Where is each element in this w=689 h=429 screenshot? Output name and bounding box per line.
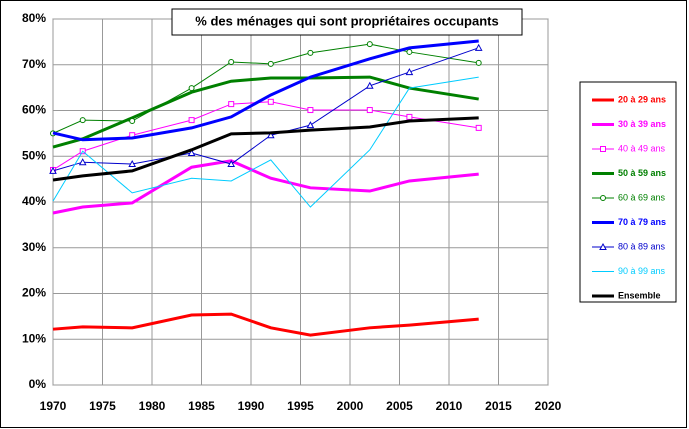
y-tick-label: 50% xyxy=(22,148,46,162)
x-tick-label: 2000 xyxy=(337,399,364,413)
marker xyxy=(79,117,86,124)
series-line xyxy=(52,312,479,337)
y-tick-label: 20% xyxy=(22,286,46,300)
legend-label: 40 à 49 ans xyxy=(618,143,666,153)
legend-label: 20 à 29 ans xyxy=(618,94,666,104)
series-line xyxy=(52,47,479,172)
legend-label: Ensemble xyxy=(618,290,661,300)
legend-label: 60 à 69 ans xyxy=(618,192,666,202)
legend-items: 20 à 29 ans 30 à 39 ans 40 à 49 ans 50 à 59… xyxy=(592,94,666,300)
legend-marker xyxy=(600,195,606,201)
marker xyxy=(475,124,482,131)
legend-label: 70 à 79 ans xyxy=(618,217,666,227)
marker xyxy=(128,159,137,168)
marker xyxy=(405,68,414,76)
marker xyxy=(366,41,373,48)
x-tick-label: 2005 xyxy=(386,399,413,413)
series-line xyxy=(52,101,479,171)
marker xyxy=(227,159,236,168)
marker xyxy=(406,48,413,55)
title-box xyxy=(171,8,523,36)
y-tick-label: 30% xyxy=(22,240,46,254)
x-tick-label: 1970 xyxy=(40,399,67,413)
legend-label: 80 à 89 ans xyxy=(618,241,666,251)
x-tick-label: 1995 xyxy=(287,399,314,413)
marker xyxy=(307,49,314,56)
x-tick-label: 1985 xyxy=(188,399,215,413)
marker xyxy=(188,85,195,92)
marker xyxy=(49,166,57,174)
legend xyxy=(579,81,677,303)
legend-label: 50 à 59 ans xyxy=(618,168,666,178)
series-line xyxy=(52,39,479,142)
marker xyxy=(307,107,314,114)
series-line xyxy=(52,116,479,182)
x-tick-label: 2015 xyxy=(485,399,512,413)
marker xyxy=(129,118,136,125)
y-tick-label: 60% xyxy=(22,103,46,117)
y-tick-label: 0% xyxy=(29,377,47,391)
legend-label: 30 à 39 ans xyxy=(618,119,666,129)
marker xyxy=(187,149,196,157)
marker xyxy=(78,158,87,166)
x-tick-label: 1975 xyxy=(89,399,116,413)
marker xyxy=(266,131,275,139)
series-line xyxy=(52,43,479,134)
y-tick-label: 70% xyxy=(22,57,46,71)
marker xyxy=(406,113,413,120)
chart-title: % des ménages qui sont propriétaires occ… xyxy=(195,13,498,28)
y-tick-label: 10% xyxy=(22,331,46,345)
marker xyxy=(188,117,195,124)
series-line xyxy=(52,159,479,215)
x-tick-label: 2020 xyxy=(535,399,562,413)
marker xyxy=(267,98,274,105)
x-tick-label: 2010 xyxy=(436,399,463,413)
legend-label: 90 à 99 ans xyxy=(618,266,666,276)
marker xyxy=(366,107,373,114)
lines xyxy=(49,39,483,337)
marker xyxy=(306,121,315,129)
legend-marker xyxy=(600,146,606,152)
x-tick-label: 1990 xyxy=(238,399,265,413)
y-tick-label: 40% xyxy=(22,194,46,208)
legend-marker xyxy=(599,242,607,250)
series-line xyxy=(52,75,479,149)
marker xyxy=(365,81,374,89)
marker xyxy=(228,101,235,108)
marker xyxy=(475,59,482,66)
marker xyxy=(267,60,274,67)
marker xyxy=(474,43,483,51)
x-tick-label: 1980 xyxy=(139,399,166,413)
y-tick-label: 80% xyxy=(22,11,46,25)
marker xyxy=(228,59,235,66)
